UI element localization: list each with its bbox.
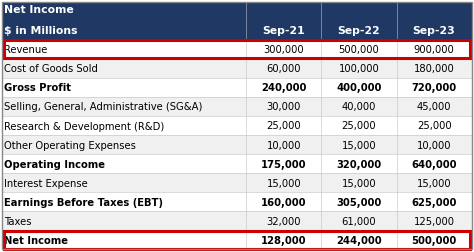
Text: Research & Development (R&D): Research & Development (R&D) (4, 121, 164, 131)
Text: 25,000: 25,000 (342, 121, 376, 131)
Text: Taxes: Taxes (4, 216, 32, 226)
Text: 25,000: 25,000 (266, 121, 301, 131)
Text: 30,000: 30,000 (267, 102, 301, 112)
Text: 125,000: 125,000 (414, 216, 455, 226)
Bar (2, 59, 472, 79)
Text: Sep-23: Sep-23 (413, 26, 456, 36)
Bar (2, 211, 472, 231)
Text: 175,000: 175,000 (261, 159, 307, 169)
Bar (2, 173, 472, 193)
Text: $ in Millions: $ in Millions (4, 26, 78, 36)
Text: Selling, General, Administrative (SG&A): Selling, General, Administrative (SG&A) (4, 102, 203, 112)
Text: 25,000: 25,000 (417, 121, 451, 131)
Text: 100,000: 100,000 (338, 64, 379, 74)
Text: Earnings Before Taxes (EBT): Earnings Before Taxes (EBT) (4, 197, 163, 207)
Text: Gross Profit: Gross Profit (4, 83, 71, 93)
Text: Cost of Goods Sold: Cost of Goods Sold (4, 64, 98, 74)
Text: 15,000: 15,000 (266, 178, 301, 188)
Bar (2, 116, 472, 136)
Text: 720,000: 720,000 (411, 83, 456, 93)
Bar (2, 136, 472, 154)
Bar (2, 193, 472, 211)
Text: 244,000: 244,000 (336, 235, 382, 245)
Text: Revenue: Revenue (4, 45, 48, 55)
Text: 900,000: 900,000 (414, 45, 455, 55)
Text: 61,000: 61,000 (342, 216, 376, 226)
Text: 180,000: 180,000 (414, 64, 455, 74)
Text: 160,000: 160,000 (261, 197, 307, 207)
Text: Sep-21: Sep-21 (263, 26, 305, 36)
Text: 640,000: 640,000 (411, 159, 457, 169)
Bar (4, 41, 470, 59)
Bar (4, 231, 470, 249)
Text: 320,000: 320,000 (337, 159, 382, 169)
Text: 500,000: 500,000 (338, 45, 379, 55)
Bar (2, 154, 472, 173)
Text: 60,000: 60,000 (267, 64, 301, 74)
Text: 500,000: 500,000 (411, 235, 457, 245)
Bar (2, 41, 472, 59)
Bar (2, 231, 472, 249)
Text: 300,000: 300,000 (264, 45, 304, 55)
Text: 40,000: 40,000 (342, 102, 376, 112)
Text: 45,000: 45,000 (417, 102, 451, 112)
Text: 400,000: 400,000 (337, 83, 382, 93)
Text: 128,000: 128,000 (261, 235, 307, 245)
Text: 15,000: 15,000 (342, 140, 376, 150)
Text: 305,000: 305,000 (337, 197, 382, 207)
Text: Net Income: Net Income (4, 5, 74, 15)
Text: 240,000: 240,000 (261, 83, 307, 93)
Text: 15,000: 15,000 (342, 178, 376, 188)
Text: Other Operating Expenses: Other Operating Expenses (4, 140, 136, 150)
Text: Sep-22: Sep-22 (337, 26, 380, 36)
Text: 10,000: 10,000 (267, 140, 301, 150)
Text: Net Income: Net Income (4, 235, 68, 245)
Bar (2, 3, 472, 41)
Text: 625,000: 625,000 (411, 197, 457, 207)
Bar (2, 79, 472, 98)
Text: 32,000: 32,000 (267, 216, 301, 226)
Text: Operating Income: Operating Income (4, 159, 105, 169)
Text: 15,000: 15,000 (417, 178, 451, 188)
Bar (2, 98, 472, 116)
Text: 10,000: 10,000 (417, 140, 451, 150)
Text: Interest Expense: Interest Expense (4, 178, 88, 188)
